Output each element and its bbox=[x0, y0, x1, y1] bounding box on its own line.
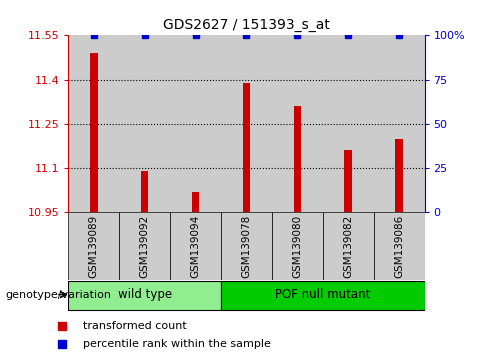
Bar bbox=[119, 35, 170, 212]
Bar bbox=[323, 212, 374, 280]
Bar bbox=[90, 53, 98, 212]
Bar bbox=[272, 212, 323, 280]
Text: percentile rank within the sample: percentile rank within the sample bbox=[83, 339, 271, 349]
Text: genotype/variation: genotype/variation bbox=[5, 290, 111, 299]
Text: POF null mutant: POF null mutant bbox=[275, 289, 370, 302]
Text: transformed count: transformed count bbox=[83, 321, 187, 331]
Text: wild type: wild type bbox=[118, 289, 172, 302]
Bar bbox=[68, 35, 119, 212]
Text: GSM139094: GSM139094 bbox=[190, 215, 201, 278]
Bar bbox=[192, 192, 200, 212]
Bar bbox=[374, 212, 425, 280]
Bar bbox=[68, 212, 119, 280]
Text: GSM139078: GSM139078 bbox=[242, 215, 251, 278]
Text: GSM139086: GSM139086 bbox=[394, 215, 404, 278]
Text: GSM139092: GSM139092 bbox=[140, 215, 150, 278]
Bar bbox=[119, 212, 170, 280]
Bar bbox=[243, 82, 250, 212]
Bar bbox=[395, 139, 403, 212]
Bar bbox=[68, 281, 221, 310]
Bar bbox=[374, 35, 425, 212]
Bar bbox=[221, 281, 425, 310]
Title: GDS2627 / 151393_s_at: GDS2627 / 151393_s_at bbox=[163, 18, 330, 32]
Bar bbox=[221, 212, 272, 280]
Bar bbox=[170, 35, 221, 212]
Bar bbox=[141, 171, 148, 212]
Text: GSM139089: GSM139089 bbox=[89, 215, 99, 278]
Bar bbox=[323, 35, 374, 212]
Text: GSM139080: GSM139080 bbox=[292, 215, 303, 278]
Bar bbox=[293, 106, 301, 212]
Bar bbox=[345, 150, 352, 212]
Bar bbox=[221, 35, 272, 212]
Bar bbox=[170, 212, 221, 280]
Text: GSM139082: GSM139082 bbox=[343, 215, 353, 278]
Bar bbox=[272, 35, 323, 212]
